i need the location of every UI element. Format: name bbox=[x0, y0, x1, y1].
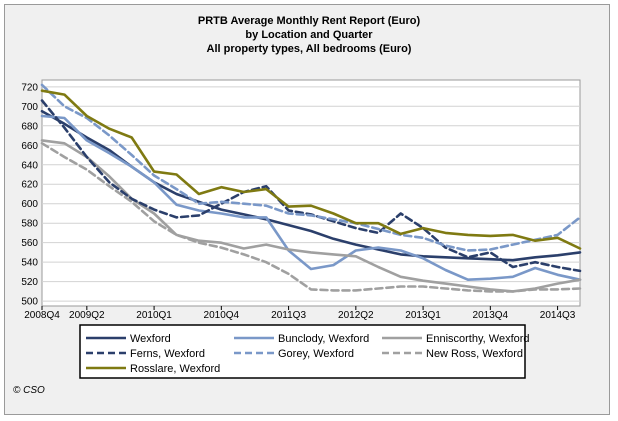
chart-title: PRTB Average Monthly Rent Report (Euro) … bbox=[0, 14, 618, 56]
y-tick-label-620: 620 bbox=[21, 180, 38, 191]
legend-box bbox=[79, 324, 526, 379]
y-tick-label-520: 520 bbox=[21, 277, 38, 288]
legend-label-5: New Ross, Wexford bbox=[426, 348, 523, 360]
series-line-5 bbox=[40, 142, 582, 293]
x-tick-label-2010Q4: 2010Q4 bbox=[204, 310, 240, 321]
chart-title-line-1: PRTB Average Monthly Rent Report (Euro) bbox=[197, 15, 421, 27]
legend-label-4: Gorey, Wexford bbox=[278, 348, 354, 360]
y-tick-label-680: 680 bbox=[21, 121, 38, 132]
series-line-1 bbox=[40, 114, 582, 282]
legend-label-0: Wexford bbox=[130, 333, 171, 345]
y-tick-label-660: 660 bbox=[21, 141, 38, 152]
series-lines bbox=[40, 83, 582, 293]
x-tick-label-2009Q2: 2009Q2 bbox=[69, 310, 105, 321]
y-tick-label-540: 540 bbox=[21, 258, 38, 269]
chart-title-line-3: All property types, All bedrooms (Euro) bbox=[206, 43, 412, 55]
series-line-4 bbox=[40, 83, 582, 252]
copyright-note: © CSO bbox=[13, 385, 45, 396]
y-tick-label-600: 600 bbox=[21, 199, 38, 210]
y-tick-label-500: 500 bbox=[21, 297, 38, 308]
y-axis: 500 520 540 560 580 600 620 640 660 680 700 720 bbox=[21, 82, 38, 307]
x-axis: 2008Q4 2009Q2 2010Q1 2010Q4 2011Q3 2012Q2 2013… bbox=[24, 306, 576, 321]
x-tick-label-2013Q1: 2013Q1 bbox=[405, 310, 441, 321]
series-line-6 bbox=[40, 89, 582, 250]
legend-label-2: Enniscorthy, Wexford bbox=[426, 333, 530, 345]
x-tick-label-2008Q4: 2008Q4 bbox=[24, 310, 60, 321]
y-tick-label-700: 700 bbox=[21, 102, 38, 113]
legend-label-1: Bunclody, Wexford bbox=[278, 333, 369, 345]
y-tick-label-640: 640 bbox=[21, 160, 38, 171]
x-tick-label-2012Q2: 2012Q2 bbox=[338, 310, 374, 321]
legend: Wexford Bunclody, Wexford Enniscorthy, Wex… bbox=[86, 333, 530, 375]
x-tick-label-2013Q4: 2013Q4 bbox=[473, 310, 509, 321]
y-tick-label-580: 580 bbox=[21, 219, 38, 230]
legend-label-6: Rosslare, Wexford bbox=[130, 363, 220, 375]
y-tick-label-560: 560 bbox=[21, 238, 38, 249]
y-tick-label-720: 720 bbox=[21, 82, 38, 93]
legend-label-3: Ferns, Wexford bbox=[130, 348, 205, 360]
gridlines bbox=[42, 86, 580, 302]
x-tick-label-2010Q1: 2010Q1 bbox=[136, 310, 172, 321]
x-tick-label-2014Q3: 2014Q3 bbox=[540, 310, 576, 321]
x-tick-label-2011Q3: 2011Q3 bbox=[271, 310, 306, 321]
chart-title-line-2: by Location and Quarter bbox=[245, 29, 373, 41]
